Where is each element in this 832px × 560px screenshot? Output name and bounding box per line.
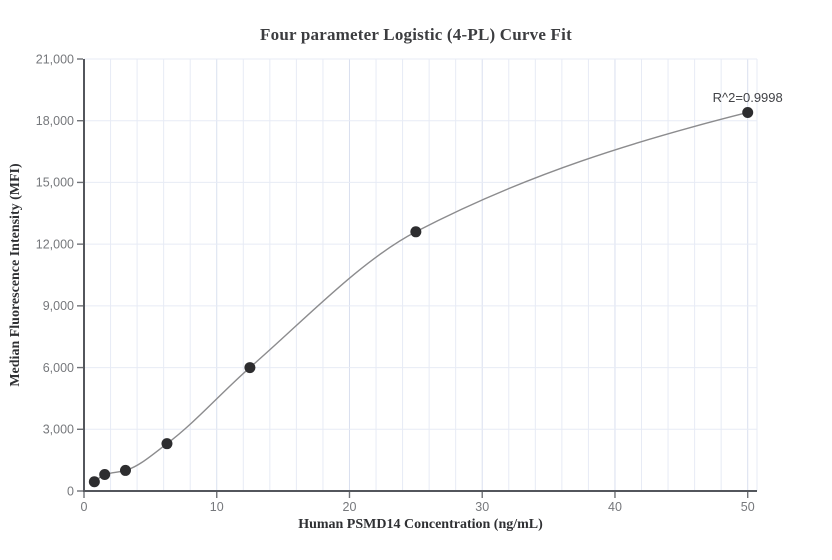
x-tick-label: 0 xyxy=(81,500,88,514)
x-tick-label: 20 xyxy=(343,500,357,514)
y-tick-label: 0 xyxy=(67,484,74,498)
y-tick-label: 6,000 xyxy=(43,361,74,375)
y-tick-label: 3,000 xyxy=(43,423,74,437)
data-point xyxy=(410,226,422,238)
fit-curve xyxy=(93,111,748,483)
data-point xyxy=(88,476,100,488)
x-tick-label: 50 xyxy=(741,500,755,514)
chart-title: Four parameter Logistic (4-PL) Curve Fit xyxy=(260,25,572,44)
y-tick-label: 15,000 xyxy=(36,176,74,190)
y-axis-label: Median Fluorescence Intensity (MFI) xyxy=(8,163,23,387)
data-point xyxy=(244,362,256,374)
data-point xyxy=(742,106,754,118)
data-point xyxy=(119,464,131,476)
data-point xyxy=(99,469,111,481)
data-point xyxy=(161,438,173,450)
y-tick-label: 21,000 xyxy=(36,52,74,66)
x-tick-label: 10 xyxy=(210,500,224,514)
y-tick-label: 9,000 xyxy=(43,299,74,313)
x-tick-label: 40 xyxy=(608,500,622,514)
x-tick-label: 30 xyxy=(475,500,489,514)
y-tick-label: 12,000 xyxy=(36,237,74,251)
x-axis-label: Human PSMD14 Concentration (ng/mL) xyxy=(298,517,543,532)
y-tick-label: 18,000 xyxy=(36,114,74,128)
r-squared-annotation: R^2=0.9998 xyxy=(712,90,783,106)
